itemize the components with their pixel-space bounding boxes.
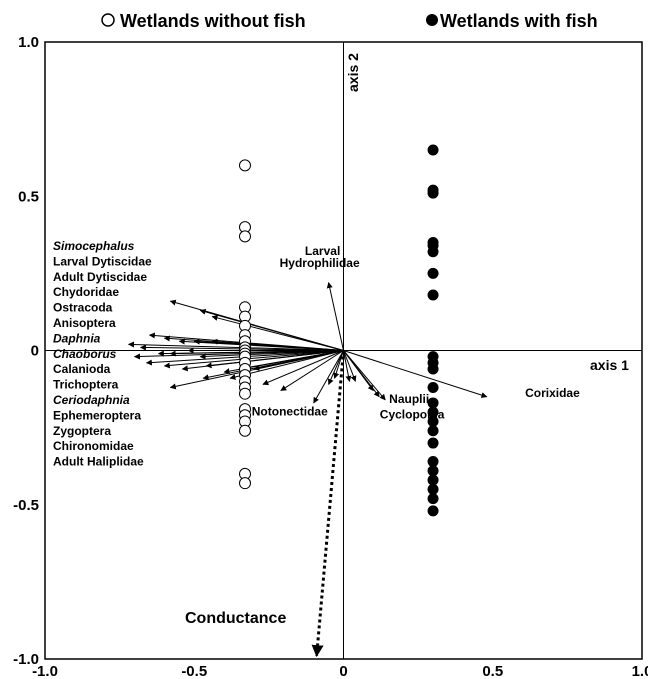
species-label: Chaoborus	[53, 347, 117, 361]
site-with-fish	[428, 188, 439, 199]
species-label: Simocephalus	[53, 239, 135, 253]
species-label: Chironomidae	[53, 439, 134, 453]
site-with-fish	[428, 289, 439, 300]
species-label: Trichoptera	[53, 378, 119, 392]
vector-annotation: Cyclopoida	[380, 407, 445, 421]
site-without-fish	[239, 231, 250, 242]
site-with-fish	[428, 364, 439, 375]
y-tick-label: 1.0	[18, 34, 39, 51]
conductance-label: Conductance	[185, 610, 286, 627]
legend-open-circle-icon	[102, 14, 114, 26]
species-label: Zygoptera	[53, 424, 111, 438]
site-with-fish	[428, 425, 439, 436]
site-with-fish	[428, 493, 439, 504]
site-without-fish	[239, 160, 250, 171]
species-label: Calanioda	[53, 362, 111, 376]
x-tick-label: 0.5	[482, 663, 503, 679]
species-label: Adult Haliplidae	[53, 455, 144, 469]
conductance-vector	[317, 351, 344, 656]
site-with-fish	[428, 438, 439, 449]
legend-filled-circle-icon	[426, 14, 438, 26]
species-label: Ceriodaphnia	[53, 393, 130, 407]
species-label: Chydoridae	[53, 285, 119, 299]
vector-annotation: Hydrophilidae	[280, 256, 360, 270]
species-label: Ostracoda	[53, 301, 113, 315]
legend-without-fish: Wetlands without fish	[120, 11, 306, 31]
species-label: Larval Dytiscidae	[53, 254, 152, 268]
species-vector	[344, 351, 386, 400]
species-vector	[344, 351, 356, 382]
site-without-fish	[239, 478, 250, 489]
axis1-label: axis 1	[590, 357, 629, 373]
axis2-label: axis 2	[345, 53, 361, 92]
species-vector	[329, 283, 344, 351]
y-tick-label: -1.0	[13, 651, 39, 668]
site-with-fish	[428, 382, 439, 393]
y-tick-label: -0.5	[13, 497, 39, 514]
species-label: Anisoptera	[53, 316, 116, 330]
site-with-fish	[428, 144, 439, 155]
legend-with-fish: Wetlands with fish	[440, 11, 598, 31]
site-with-fish	[428, 268, 439, 279]
x-tick-label: 0	[339, 663, 347, 679]
site-without-fish	[239, 388, 250, 399]
site-without-fish	[239, 425, 250, 436]
x-tick-label: -0.5	[181, 663, 207, 679]
y-tick-label: 0.5	[18, 188, 39, 205]
site-with-fish	[428, 505, 439, 516]
site-with-fish	[428, 246, 439, 257]
species-vector	[344, 351, 487, 397]
species-label: Daphnia	[53, 331, 101, 345]
y-tick-label: 0	[31, 343, 39, 360]
species-label: Adult Dytiscidae	[53, 270, 147, 284]
vector-annotation: Notonectidae	[252, 404, 328, 418]
species-label: Ephemeroptera	[53, 408, 141, 422]
vector-annotation: Corixidae	[525, 386, 580, 400]
vector-annotation: Nauplii	[389, 392, 429, 406]
x-tick-label: 1.0	[632, 663, 648, 679]
